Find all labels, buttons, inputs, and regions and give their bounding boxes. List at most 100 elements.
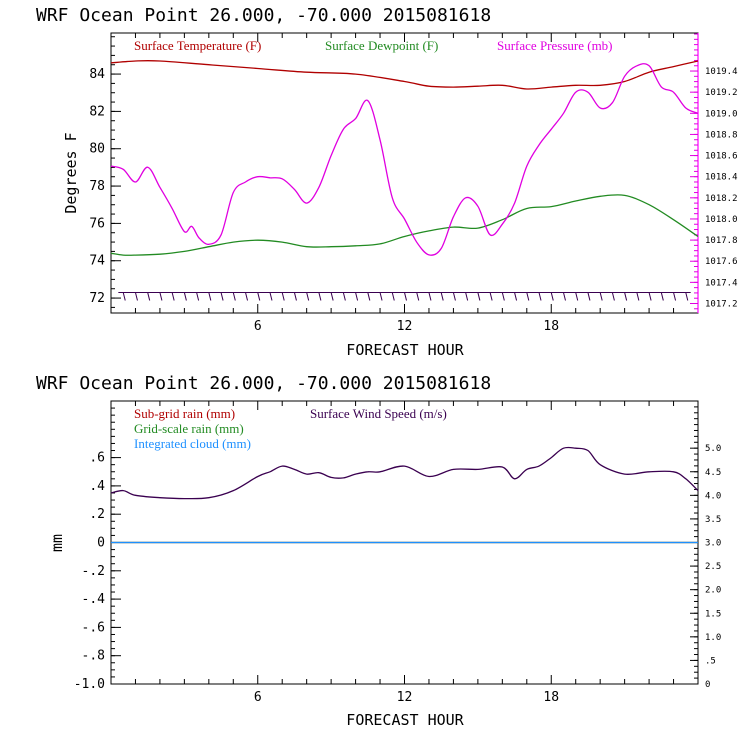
y2-tick-label: 5.0 — [705, 444, 721, 454]
y2-tick-label: 1.0 — [705, 633, 721, 643]
wind-barb — [232, 292, 236, 301]
y-tick-label: 74 — [89, 254, 105, 269]
y2-tick-label: 1019.4 — [705, 67, 738, 77]
wind-barb — [660, 292, 664, 301]
x-tick-label: 18 — [543, 319, 559, 334]
wind-barb — [306, 292, 310, 301]
wind-barb — [611, 292, 615, 301]
wind-barb — [550, 292, 554, 301]
y2-tick-label: 3.5 — [705, 515, 721, 525]
top-right-axis: 1017.2 1017.4 1017.6 1017.8 1018.0 1018.2 1018… — [690, 33, 738, 309]
x-tick-label: 6 — [254, 690, 262, 705]
wind-barb — [122, 292, 126, 301]
wind-barb — [501, 292, 505, 301]
legend-integrated-cloud: Integrated cloud (mm) — [134, 436, 251, 451]
y-tick-label: 82 — [89, 104, 105, 119]
y-tick-label: -.4 — [82, 592, 106, 607]
y-tick-label: 84 — [89, 67, 105, 82]
wind-barb — [269, 292, 273, 301]
y-tick-label: 0 — [97, 536, 105, 551]
top-chart-title: WRF Ocean Point 26.000, -70.000 20150816… — [36, 5, 491, 26]
wind-barb — [538, 292, 542, 301]
wind-barb — [171, 292, 175, 301]
wind-barb — [257, 292, 261, 301]
wind-barb — [514, 292, 518, 301]
wind-barb — [452, 292, 456, 301]
y2-tick-label: 4.5 — [705, 468, 721, 478]
wind-barb — [404, 292, 407, 301]
y2-tick-label: 1018.6 — [705, 152, 738, 162]
y2-tick-label: 2.0 — [705, 586, 721, 596]
wind-barb — [587, 292, 591, 301]
series-line-surface-wind-speed-m-s — [110, 446, 699, 500]
wind-barb — [440, 292, 444, 301]
wind-barb — [147, 292, 151, 301]
x-tick-label: 18 — [543, 690, 559, 705]
bottom-x-axis: 6 12 18 — [134, 401, 675, 705]
y2-tick-label: 1018.2 — [705, 194, 738, 204]
legend-surface-pressure: Surface Pressure (mb) — [497, 38, 613, 53]
series-line-surface-temperature-f — [110, 60, 699, 90]
legend-surface-wind-speed: Surface Wind Speed (m/s) — [310, 406, 447, 421]
y2-tick-label: 0 — [705, 680, 710, 690]
wind-barbs — [118, 291, 691, 301]
y2-tick-label: 2.5 — [705, 562, 721, 572]
wind-barb — [526, 292, 530, 301]
y2-tick-label: 1017.2 — [705, 299, 738, 309]
x-tick-label: 12 — [397, 319, 413, 334]
y2-tick-label: 1018.4 — [705, 173, 738, 183]
bottom-x-axis-label: FORECAST HOUR — [346, 711, 464, 729]
temperature-chart: WRF Ocean Point 26.000, -70.000 20150816… — [36, 5, 738, 359]
wind-barb — [416, 292, 420, 301]
wind-barb — [281, 292, 285, 301]
top-y-axis-label: Degrees F — [62, 132, 80, 213]
wind-barb — [575, 292, 579, 301]
y-tick-label: -.6 — [82, 620, 105, 635]
y-tick-label: 78 — [89, 179, 105, 194]
y-tick-label: 80 — [89, 142, 105, 157]
y-tick-label: -.2 — [82, 564, 105, 579]
series-line-surface-dewpoint-f — [110, 194, 699, 256]
y2-tick-label: .5 — [705, 656, 716, 666]
wind-barb — [477, 292, 481, 301]
legend-surface-temperature: Surface Temperature (F) — [134, 38, 261, 53]
y-tick-label: .2 — [89, 507, 105, 522]
top-series-group — [110, 60, 699, 256]
top-plot-frame — [110, 32, 699, 314]
y2-tick-label: 1018.8 — [705, 130, 738, 140]
y2-tick-label: 1018.0 — [705, 215, 738, 225]
bottom-series-group — [110, 446, 699, 544]
legend-surface-dewpoint: Surface Dewpoint (F) — [325, 38, 438, 53]
wind-barb — [342, 292, 346, 301]
y2-tick-label: 1019.2 — [705, 88, 738, 98]
bottom-y-axis-label: mm — [48, 534, 66, 552]
y2-tick-label: 1.5 — [705, 609, 721, 619]
legend-grid-scale-rain: Grid-scale rain (mm) — [134, 421, 244, 436]
wind-barb — [245, 292, 249, 301]
wind-barb — [134, 292, 138, 301]
wind-barb — [489, 292, 493, 301]
wind-barb — [685, 292, 689, 301]
wind-barb — [465, 292, 469, 301]
wind-barb — [196, 292, 200, 301]
bottom-chart-title: WRF Ocean Point 26.000, -70.000 20150816… — [36, 373, 491, 394]
y-tick-label: 72 — [89, 291, 105, 306]
top-x-axis-label: FORECAST HOUR — [346, 341, 464, 359]
top-x-axis: 6 12 18 — [134, 33, 675, 334]
y2-tick-label: 1017.6 — [705, 257, 738, 267]
y2-tick-label: 1017.4 — [705, 278, 738, 288]
wind-barb — [183, 292, 187, 301]
wind-barb — [636, 292, 640, 301]
wind-barb — [391, 292, 395, 301]
wind-barb — [648, 292, 652, 301]
x-tick-label: 12 — [397, 690, 413, 705]
series-line-surface-pressure-mb — [110, 63, 699, 256]
wind-barb — [367, 292, 371, 301]
wind-barb — [330, 292, 334, 301]
precipitation-chart: WRF Ocean Point 26.000, -70.000 20150816… — [36, 373, 721, 729]
wind-barb — [379, 292, 383, 301]
y-tick-label: .4 — [89, 479, 105, 494]
wind-barb — [159, 292, 163, 301]
y-tick-label: 76 — [89, 216, 105, 231]
wind-barb — [208, 292, 212, 301]
